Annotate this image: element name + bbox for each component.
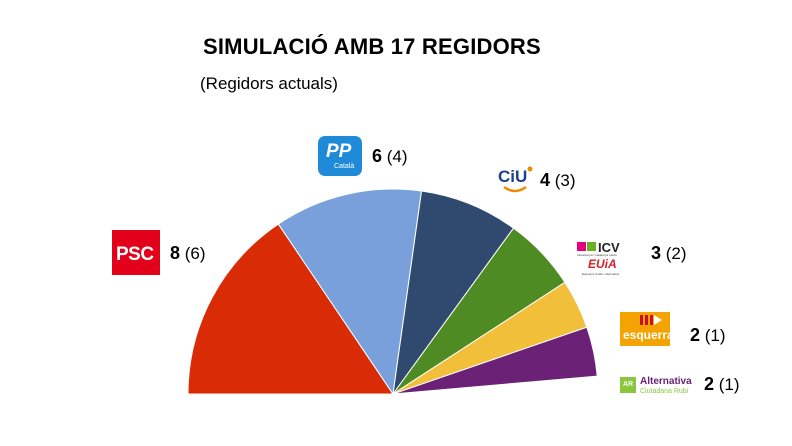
- pie-slice-alternativa-ciutadana-rub-: [392, 326, 598, 395]
- icv-square-icon: [587, 242, 596, 251]
- ciu-logo-text: CiU: [498, 167, 528, 186]
- psc-current: (6): [184, 244, 206, 263]
- pie-slice-pp: [277, 188, 423, 396]
- icv-euia-current: (2): [665, 244, 687, 263]
- esquerra-stripes-icon: [640, 315, 662, 325]
- pie-slice-psc: [187, 223, 394, 395]
- icv-square-icon: [577, 242, 586, 251]
- psc-logo-text: PSC: [116, 244, 154, 265]
- ciu-seats: 4 (3): [540, 170, 576, 191]
- psc-seats: 8 (6): [170, 243, 206, 264]
- chart-subtitle: (Regidors actuals): [200, 74, 338, 93]
- alternativa-seat-count: 2: [704, 374, 715, 394]
- pp-current: (4): [386, 147, 408, 166]
- ciu-smile-icon: [503, 166, 533, 193]
- esquerra-seat-count: 2: [690, 325, 701, 345]
- pp-seat-count: 6: [372, 146, 383, 166]
- pp-logo-subtext: Català: [334, 163, 355, 170]
- alternativa-logo: AR Alternativa Ciutadana Rubí: [620, 374, 700, 398]
- pp-logo: PP Català: [318, 136, 362, 176]
- pp-logo-text: PP: [326, 141, 352, 162]
- alternativa-badge: AR: [620, 377, 636, 393]
- icv-small-text: Iniciativa per Catalunya Verds: [577, 253, 617, 257]
- icv-logo-text: ICV: [598, 240, 620, 255]
- esquerra-seats: 2 (1): [690, 325, 726, 346]
- pie-slice-ciu: [392, 190, 515, 395]
- psc-seat-count: 8: [170, 243, 181, 263]
- icv-euia-seat-count: 3: [651, 243, 662, 263]
- alternativa-logo-text2: Ciutadana Rubí: [640, 388, 689, 395]
- euia-small-text: Esquerra Unida i Alternativa: [582, 272, 620, 276]
- euia-logo-text: EUiA: [588, 257, 617, 271]
- icv-euia-seats: 3 (2): [651, 243, 687, 264]
- esquerra-logo: esquerra: [620, 312, 674, 346]
- icv-euia-logo: ICV Iniciativa per Catalunya Verds EUiA …: [576, 240, 632, 278]
- alternativa-seats: 2 (1): [704, 374, 740, 395]
- chart-title: SIMULACIÓ AMB 17 REGIDORS: [203, 34, 541, 59]
- ciu-current: (3): [554, 171, 576, 190]
- psc-logo: PSC: [112, 230, 160, 275]
- esquerra-logo-text: esquerra: [623, 328, 674, 342]
- esquerra-current: (1): [704, 326, 726, 345]
- alternativa-logo-text: Alternativa: [640, 376, 692, 387]
- ciu-logo: CiU: [496, 163, 536, 197]
- pp-seats: 6 (4): [372, 146, 408, 167]
- alternativa-current: (1): [718, 375, 740, 394]
- ciu-seat-count: 4: [540, 170, 551, 190]
